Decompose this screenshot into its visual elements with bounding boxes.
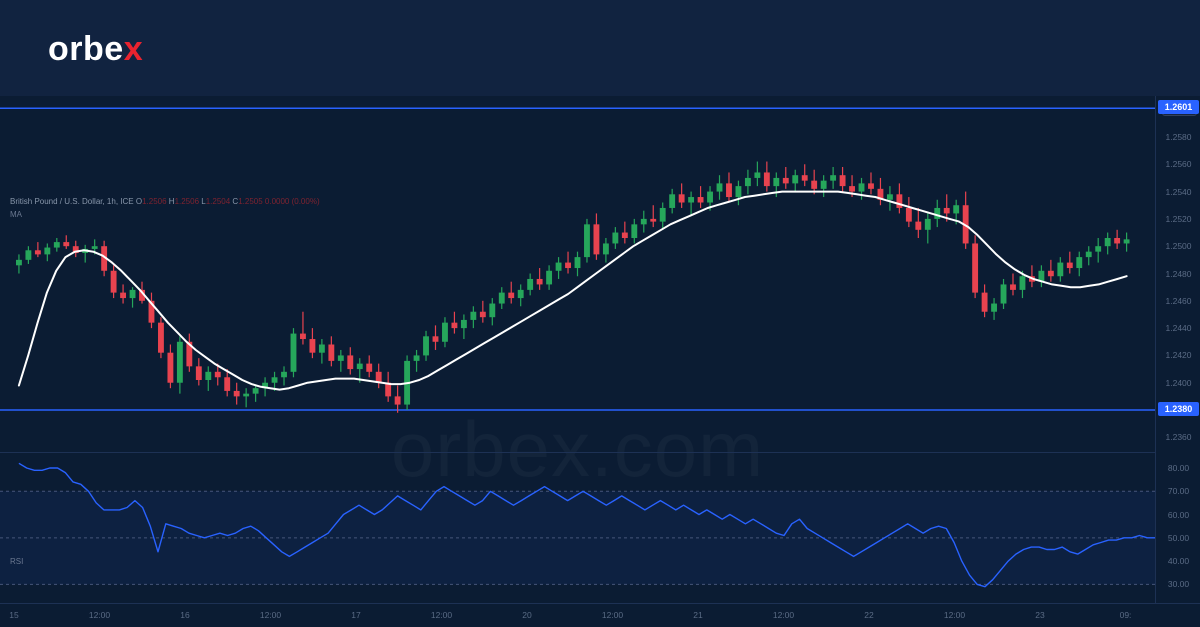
price-axis[interactable]: USD 1.26011.23801.25801.25601.25401.2520…: [1155, 96, 1200, 603]
rsi-tick-label: 70.00: [1167, 486, 1190, 497]
time-tick-label: 09:: [1119, 610, 1132, 620]
time-tick-label: 22: [864, 610, 874, 620]
time-tick-label: 12:00: [601, 610, 624, 620]
logo-accent: x: [123, 30, 144, 68]
rsi-tick-label: 80.00: [1167, 462, 1190, 473]
logo-text: orbe: [48, 30, 124, 68]
candlestick-plot: [0, 107, 1155, 413]
time-tick-label: 17: [351, 610, 361, 620]
time-tick-label: 23: [1035, 610, 1045, 620]
time-tick-label: 12:00: [259, 610, 282, 620]
price-tick-label: 1.2420: [1165, 350, 1192, 361]
ohlc-open-label: O: [135, 197, 143, 206]
price-tick-label: 1.2440: [1165, 323, 1192, 334]
price-tick-label: 1.2520: [1165, 213, 1192, 224]
time-tick-label: 12:00: [943, 610, 966, 620]
ohlc-open-value: 1.2506: [142, 197, 167, 206]
ohlc-low-value: 1.2504: [205, 197, 231, 206]
symbol-legend: British Pound / U.S. Dollar, 1h, ICE O1.…: [10, 197, 320, 206]
rsi-pane[interactable]: [0, 454, 1155, 603]
price-tick-label: 1.2360: [1165, 432, 1192, 443]
price-tick-label: 1.2480: [1165, 268, 1192, 279]
ma-legend[interactable]: MA: [10, 210, 22, 219]
price-tick-label: 1.2460: [1165, 295, 1192, 306]
price-tick-label: 1.2500: [1165, 241, 1192, 252]
price-tick-label: 1.2580: [1165, 131, 1192, 142]
rsi-tick-label: 60.00: [1167, 509, 1190, 520]
ohlc-low-label: L: [201, 197, 206, 206]
pane-separator: [0, 452, 1155, 453]
ohlc-high-value: 1.2506: [174, 197, 200, 206]
time-tick-label: 12:00: [772, 610, 795, 620]
ohlc-high-label: H: [168, 197, 175, 206]
rsi-plot: [0, 462, 1155, 588]
time-axis[interactable]: 15 12:00 16 12:00 17 12:00 20 12:00 21 12:00 22 12:…: [0, 603, 1200, 627]
rsi-tick-label: 40.00: [1167, 556, 1190, 567]
time-tick-label: 20: [522, 610, 532, 620]
price-tick-label: 1.2560: [1165, 159, 1192, 170]
time-tick-label: 15: [9, 610, 19, 620]
time-tick-label: 21: [693, 610, 703, 620]
price-tick-label: 1.2540: [1165, 186, 1192, 197]
ohlc-change: 0.0000 (0.00%): [264, 197, 320, 206]
time-tick-label: 12:00: [88, 610, 111, 620]
chart-canvas[interactable]: orbex.com British Pound / U.S. Dollar, 1…: [0, 96, 1155, 603]
time-tick-label: 12:00: [430, 610, 453, 620]
ohlc-close-value: 1.2505: [238, 197, 263, 206]
ohlc-close-label: C: [232, 197, 239, 206]
time-tick-label: 16: [180, 610, 190, 620]
price-pane[interactable]: [0, 96, 1155, 451]
orbex-logo: orbex: [48, 32, 143, 66]
price-level-badge-bottom[interactable]: 1.2380: [1158, 402, 1199, 417]
symbol-text: British Pound / U.S. Dollar, 1h, ICE: [10, 197, 134, 206]
rsi-legend[interactable]: RSI: [10, 557, 24, 566]
price-level-badge-top[interactable]: 1.2601: [1158, 100, 1199, 115]
rsi-tick-label: 30.00: [1167, 579, 1190, 590]
price-tick-label: 1.2400: [1165, 377, 1192, 388]
header-bar: orbex: [0, 0, 1200, 96]
rsi-tick-label: 50.00: [1167, 532, 1190, 543]
